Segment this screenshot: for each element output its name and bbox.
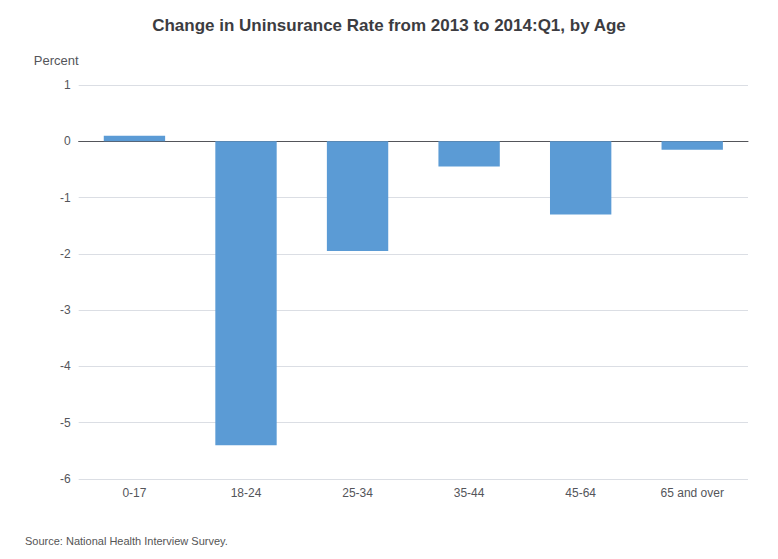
svg-text:45-64: 45-64: [565, 486, 596, 500]
svg-text:-5: -5: [60, 416, 71, 430]
svg-text:0: 0: [64, 134, 71, 148]
svg-text:65 and over: 65 and over: [661, 486, 724, 500]
svg-text:25-34: 25-34: [342, 486, 373, 500]
svg-text:35-44: 35-44: [454, 486, 485, 500]
svg-text:-4: -4: [60, 359, 71, 373]
svg-text:-3: -3: [60, 303, 71, 317]
svg-text:1: 1: [64, 78, 71, 92]
svg-text:-6: -6: [60, 472, 71, 486]
svg-text:Source: National Health Interv: Source: National Health Interview Survey…: [25, 535, 228, 547]
svg-text:-1: -1: [60, 191, 71, 205]
svg-text:Change in Uninsurance Rate fro: Change in Uninsurance Rate from 2013 to …: [152, 16, 626, 35]
svg-text:Percent: Percent: [34, 53, 79, 68]
svg-text:18-24: 18-24: [231, 486, 262, 500]
svg-text:-2: -2: [60, 247, 71, 261]
svg-text:0-17: 0-17: [122, 486, 146, 500]
